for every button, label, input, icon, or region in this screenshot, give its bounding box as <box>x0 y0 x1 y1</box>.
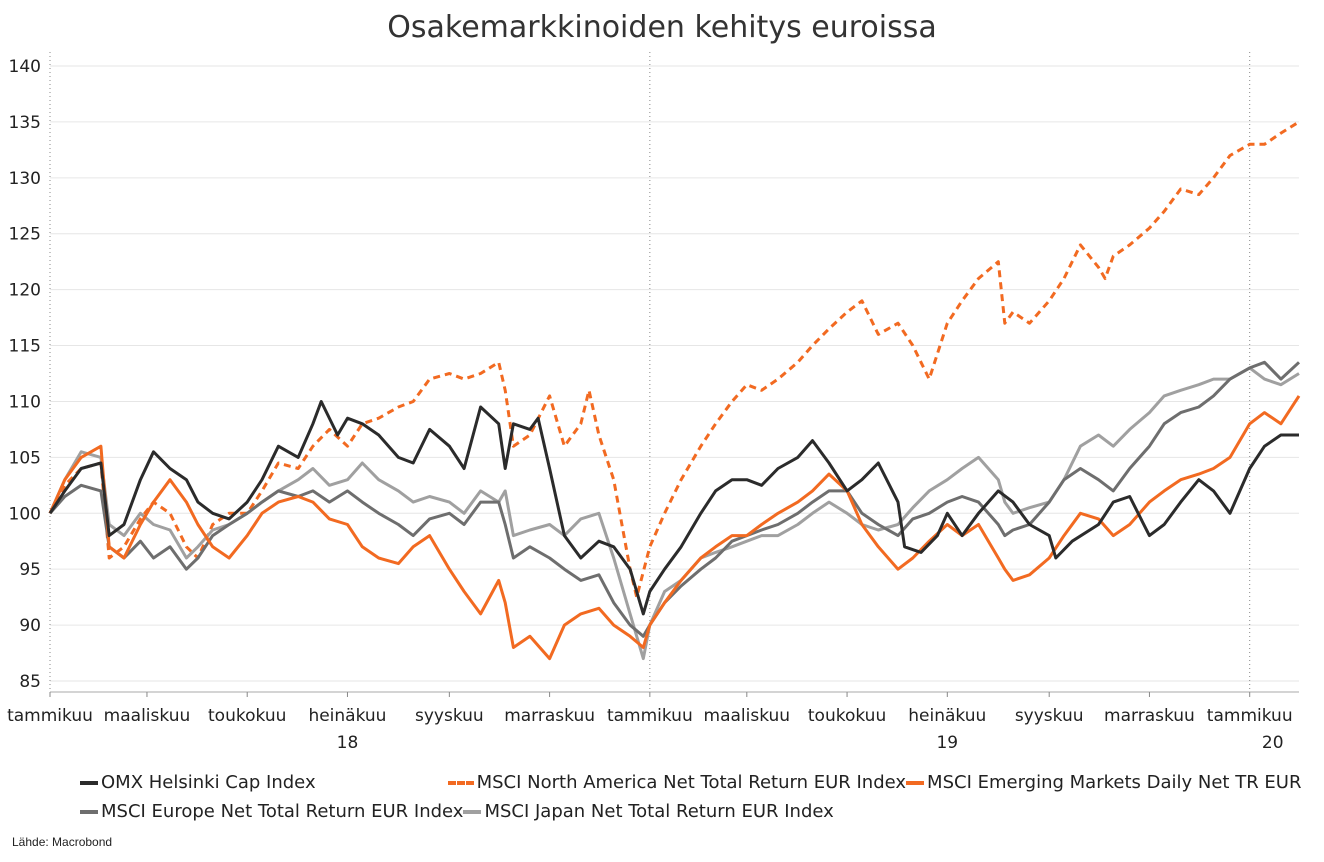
year-label: 18 <box>337 733 359 753</box>
chart-title: Osakemarkkinoiden kehitys euroissa <box>387 10 937 45</box>
x-tick-label: tammikuu <box>607 706 693 726</box>
line-chart: 85 90 95 100 105 110 115 120 125 130 135 140 tammiku… <box>7 52 1301 753</box>
x-tick-label: maaliskuu <box>104 706 191 726</box>
legend-item-omx-helsinki: OMX Helsinki Cap Index <box>80 772 316 793</box>
legend-item-msci-emerging: MSCI Emerging Markets Daily Net TR EUR <box>906 772 1302 793</box>
x-tick-label: syyskuu <box>415 706 484 726</box>
legend-row-2: MSCI Europe Net Total Return EUR Index M… <box>80 797 1280 826</box>
grid-layer <box>49 52 1299 692</box>
y-tick-label: 90 <box>19 616 41 636</box>
series-line-omx-helsinki-cap-index <box>48 400 1299 616</box>
legend-swatch-omx-helsinki <box>80 780 98 785</box>
x-tick-label: toukokuu <box>808 706 886 726</box>
series-line-msci-north-america-net-total-return-eur-index <box>48 120 1300 599</box>
y-tick-label: 130 <box>9 169 41 189</box>
x-tick-label: maaliskuu <box>704 706 791 726</box>
y-tick-label: 85 <box>19 672 41 692</box>
legend-label-omx-helsinki: OMX Helsinki Cap Index <box>101 772 316 793</box>
y-tick-label: 115 <box>9 337 41 357</box>
x-tick-label: tammikuu <box>7 706 93 726</box>
year-label: 19 <box>936 733 958 753</box>
x-tick-label: tammikuu <box>1207 706 1293 726</box>
legend-swatch-msci-emerging <box>906 780 925 785</box>
source-note: Lähde: Macrobond <box>12 835 113 849</box>
legend-item-msci-japan: MSCI Japan Net Total Return EUR Index <box>463 801 834 822</box>
y-tick-label: 95 <box>19 560 41 580</box>
year-label: 20 <box>1262 733 1284 753</box>
y-tick-label: 125 <box>9 225 41 245</box>
y-tick-label: 120 <box>9 281 41 301</box>
legend-label-msci-europe: MSCI Europe Net Total Return EUR Index <box>101 801 464 822</box>
x-tick-label: heinäkuu <box>308 706 386 726</box>
axis-layer: 85 90 95 100 105 110 115 120 125 130 135 140 tammiku… <box>7 57 1299 753</box>
x-tick-label: syyskuu <box>1015 706 1084 726</box>
y-tick-label: 140 <box>9 57 41 77</box>
legend-label-msci-japan: MSCI Japan Net Total Return EUR Index <box>484 801 834 822</box>
legend-swatch-msci-north-america <box>447 780 474 785</box>
y-tick-label: 110 <box>9 392 41 412</box>
legend-label-msci-north-america: MSCI North America Net Total Return EUR … <box>476 772 907 793</box>
x-tick-label: heinäkuu <box>908 706 986 726</box>
series-line-msci-emerging-markets-daily-net-tr-eur <box>48 395 1301 661</box>
legend-swatch-msci-japan <box>463 809 482 814</box>
legend-label-msci-emerging: MSCI Emerging Markets Daily Net TR EUR <box>927 772 1302 793</box>
series-layer <box>48 120 1301 661</box>
series-line-msci-europe-net-total-return-eur-index <box>48 360 1301 638</box>
legend-item-msci-north-america: MSCI North America Net Total Return EUR … <box>447 772 907 793</box>
y-tick-label: 105 <box>9 448 41 468</box>
legend-row-1: OMX Helsinki Cap Index MSCI North Americ… <box>80 768 1302 797</box>
y-tick-label: 135 <box>9 113 41 133</box>
legend-swatch-msci-europe <box>80 809 98 814</box>
x-tick-label: marraskuu <box>504 706 595 726</box>
x-tick-label: marraskuu <box>1104 706 1195 726</box>
legend: OMX Helsinki Cap Index MSCI North Americ… <box>80 768 1302 826</box>
x-tick-label: toukokuu <box>208 706 286 726</box>
y-tick-label: 100 <box>9 504 41 524</box>
legend-item-msci-europe: MSCI Europe Net Total Return EUR Index <box>80 801 463 822</box>
